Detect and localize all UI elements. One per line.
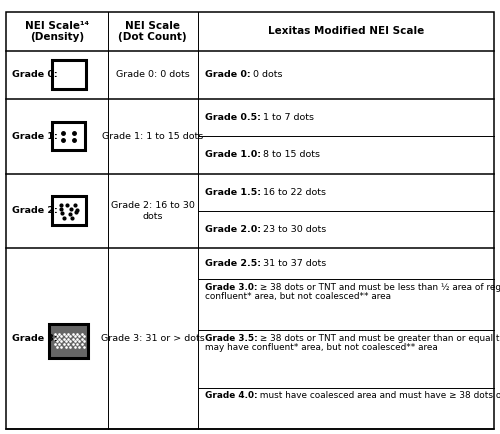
Text: Grade 3.0:: Grade 3.0: [204,283,257,292]
Text: may have confluent* area, but not coalesced** area: may have confluent* area, but not coales… [204,342,437,352]
Text: Grade 2: 16 to 30
dots: Grade 2: 16 to 30 dots [110,201,194,220]
Text: NEI Scale
(Dot Count): NEI Scale (Dot Count) [118,21,187,42]
Text: 8 to 15 dots: 8 to 15 dots [260,150,320,159]
Text: ≥ 38 dots or TNT and must be less than ½ area of region; may have: ≥ 38 dots or TNT and must be less than ½… [257,283,500,292]
Text: 1 to 7 dots: 1 to 7 dots [260,113,314,122]
Text: 31 to 37 dots: 31 to 37 dots [260,260,327,268]
Text: 16 to 22 dots: 16 to 22 dots [260,187,326,197]
Text: must have coalesced area and must have ≥ 38 dots or TNT: must have coalesced area and must have ≥… [257,391,500,400]
Text: confluent* area, but not coalesced** area: confluent* area, but not coalesced** are… [204,292,390,301]
Text: Grade 2:: Grade 2: [12,206,58,215]
Text: Grade 1.0:: Grade 1.0: [204,150,260,159]
Text: Grade 1.5:: Grade 1.5: [204,187,260,197]
Text: Grade 3.5:: Grade 3.5: [204,333,257,342]
Bar [52,197,86,225]
Text: Grade 0.5:: Grade 0.5: [204,113,260,122]
Text: Grade 0:: Grade 0: [12,70,58,79]
Text: 23 to 30 dots: 23 to 30 dots [260,225,327,234]
Text: Grade 0:: Grade 0: [204,70,250,79]
Bar [52,122,85,150]
Text: 0 dots: 0 dots [250,70,282,79]
Bar [52,60,86,89]
Text: Lexitas Modified NEI Scale: Lexitas Modified NEI Scale [268,26,424,36]
Text: Grade 3: 31 or > dots: Grade 3: 31 or > dots [100,334,204,343]
Text: Grade 0: 0 dots: Grade 0: 0 dots [116,70,190,79]
Text: ≥ 38 dots or TNT and must be greater than or equal to ½ area of region;: ≥ 38 dots or TNT and must be greater tha… [258,333,500,342]
Text: Grade 3:: Grade 3: [12,334,58,343]
Text: Grade 1: 1 to 15 dots: Grade 1: 1 to 15 dots [102,132,203,141]
Text: Grade 1:: Grade 1: [12,132,58,141]
Bar [49,325,88,358]
Text: Grade 2.5:: Grade 2.5: [204,260,260,268]
Text: NEI Scale¹⁴
(Density): NEI Scale¹⁴ (Density) [25,21,89,42]
Text: Grade 4.0:: Grade 4.0: [204,391,257,400]
Text: Grade 2.0:: Grade 2.0: [204,225,260,234]
